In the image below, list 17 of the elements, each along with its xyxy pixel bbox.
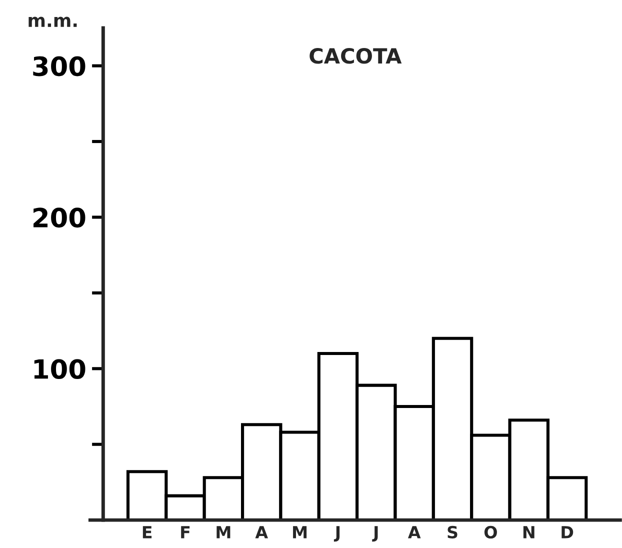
y-axis-title: m.m. bbox=[28, 16, 77, 27]
x-tick-label: O bbox=[484, 526, 497, 539]
x-tick-label: D bbox=[562, 526, 574, 538]
x-tick-label: J bbox=[372, 526, 378, 542]
x-tick-label: M bbox=[216, 526, 230, 538]
y-tick-label: 300 bbox=[33, 56, 86, 76]
y-tick-label: 200 bbox=[34, 208, 86, 228]
x-tick-label: A bbox=[255, 526, 268, 538]
x-tick-label: S bbox=[448, 526, 458, 539]
x-tick-label: A bbox=[408, 526, 421, 538]
x-tick-label: J bbox=[334, 526, 340, 542]
text: CACOTA bbox=[310, 48, 402, 64]
x-tick-label: M bbox=[293, 526, 307, 538]
x-tick-label: E bbox=[142, 526, 152, 538]
y-tick-label: 100 bbox=[34, 359, 86, 380]
x-tick-label: N bbox=[523, 526, 534, 538]
x-tick-label: F bbox=[181, 526, 190, 538]
